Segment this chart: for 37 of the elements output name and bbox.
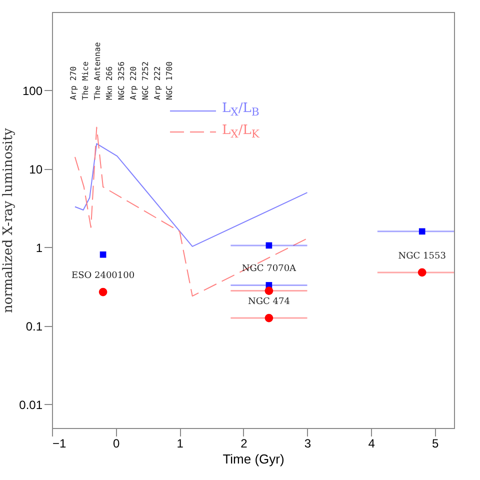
point [100,251,106,258]
point [266,242,272,249]
point [264,314,274,322]
y-tick-label: 10 [29,162,43,176]
x-tick-label: 4 [368,436,376,450]
x-tick-label: 2 [240,436,248,450]
annotation: NGC 3256 [117,61,126,100]
annotation: NGC 1553 [398,251,446,262]
annotation: The Mice [81,61,90,100]
y-axis-title: normalized X-ray luminosity [1,127,16,314]
line-series [74,143,308,247]
x-tick-label: 1 [176,436,184,450]
y-tick-label: 1 [36,240,43,255]
y-tick-label: 100 [22,84,43,98]
point [98,288,108,296]
y-tick-label: 0.01 [19,398,43,412]
point [418,268,426,277]
annotation: Arp 222 [153,66,162,100]
point [264,286,274,295]
annotation: NGC 474 [248,297,290,308]
x-tick-label: 5 [432,436,440,450]
x-tick-label: −1 [52,436,67,450]
annotation: Arp 220 [129,66,138,100]
x-axis-title: Time (Gyr) [222,452,284,466]
annotation: The Antennae [93,42,102,100]
legend-label: L$_{X}$/L$_{B}$ [222,100,260,121]
legend-label: L$_{X}$/L$_{K}$ [222,122,260,142]
annotation: ESO 2400100 [72,271,135,282]
x-tick-label: 0 [112,436,120,450]
line-series [74,126,308,297]
annotation: Arp 270 [69,66,78,100]
point [418,228,426,235]
y-tick-label: 0.1 [26,319,43,334]
annotation: Mkn 266 [105,66,114,100]
x-tick-label: 3 [304,436,312,450]
annotation: NGC 1700 [165,61,174,100]
annotation: NGC 7252 [141,61,150,100]
